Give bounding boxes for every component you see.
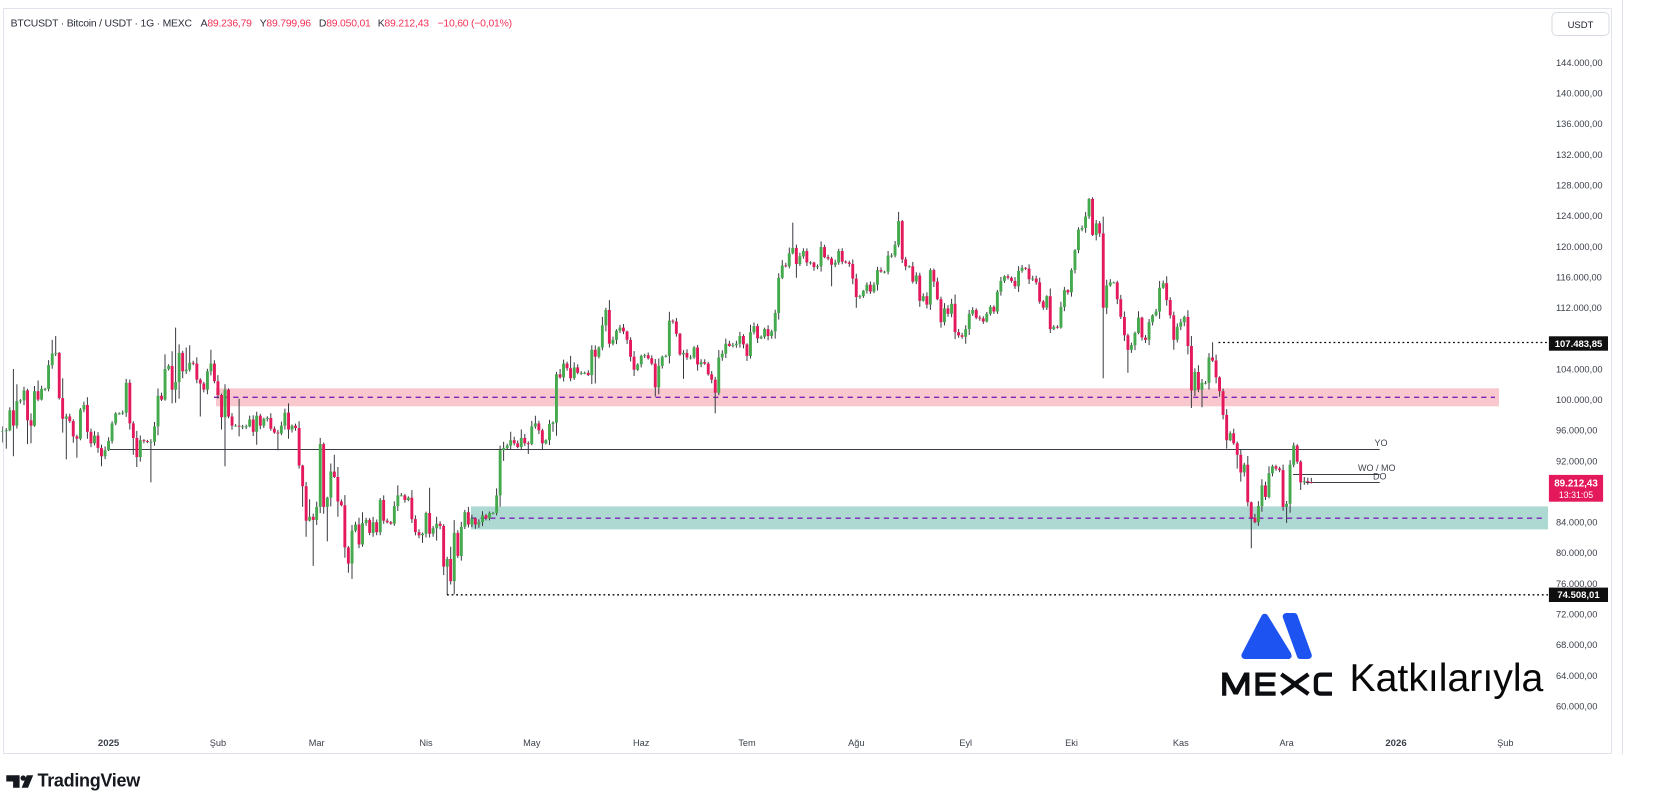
svg-text:96.000,00: 96.000,00 [1556, 426, 1597, 436]
svg-text:128.000,00: 128.000,00 [1556, 181, 1603, 191]
svg-text:2026: 2026 [1385, 738, 1406, 749]
svg-text:Eyl: Eyl [959, 738, 972, 748]
svg-text:72.000,00: 72.000,00 [1556, 610, 1597, 620]
svg-text:Ağu: Ağu [848, 738, 864, 748]
svg-text:Haz: Haz [633, 738, 650, 748]
svg-text:68.000,00: 68.000,00 [1556, 640, 1597, 650]
svg-text:124.000,00: 124.000,00 [1556, 211, 1603, 221]
svg-text:YO: YO [1375, 438, 1388, 448]
svg-text:2025: 2025 [98, 738, 120, 749]
svg-text:Kas: Kas [1173, 738, 1189, 748]
svg-text:84.000,00: 84.000,00 [1556, 518, 1597, 528]
svg-text:Nis: Nis [419, 738, 433, 748]
svg-text:−10,60 (−0,01%): −10,60 (−0,01%) [438, 18, 512, 29]
svg-text:Şub: Şub [210, 738, 226, 748]
svg-text:112.000,00: 112.000,00 [1556, 303, 1602, 313]
svg-text:64.000,00: 64.000,00 [1556, 671, 1597, 681]
svg-text:Tem: Tem [738, 738, 756, 748]
svg-text:USDT: USDT [1568, 20, 1594, 31]
svg-text:60.000,00: 60.000,00 [1556, 702, 1597, 712]
svg-text:132.000,00: 132.000,00 [1556, 150, 1603, 160]
svg-text:Y89.799,96: Y89.799,96 [260, 18, 312, 29]
svg-text:144.000,00: 144.000,00 [1556, 58, 1603, 68]
svg-text:D89.050,01: D89.050,01 [319, 18, 371, 29]
svg-text:WO / MO: WO / MO [1358, 463, 1396, 473]
svg-text:K89.212,43: K89.212,43 [378, 18, 430, 29]
svg-text:120.000,00: 120.000,00 [1556, 242, 1603, 252]
svg-text:Ara: Ara [1279, 738, 1294, 748]
svg-text:Eki: Eki [1065, 738, 1078, 748]
svg-text:DO: DO [1373, 472, 1387, 482]
svg-text:89.212,43: 89.212,43 [1554, 478, 1598, 489]
svg-text:Şub: Şub [1497, 738, 1513, 748]
svg-text:Katkılarıyla: Katkılarıyla [1350, 657, 1544, 700]
svg-text:13:31:05: 13:31:05 [1559, 490, 1593, 500]
svg-text:136.000,00: 136.000,00 [1556, 119, 1603, 129]
svg-text:100.000,00: 100.000,00 [1556, 395, 1603, 405]
svg-text:104.000,00: 104.000,00 [1556, 364, 1603, 374]
svg-text:107.483,85: 107.483,85 [1555, 339, 1603, 350]
svg-text:140.000,00: 140.000,00 [1556, 89, 1603, 99]
svg-text:TradingView: TradingView [38, 771, 142, 791]
svg-text:116.000,00: 116.000,00 [1556, 272, 1602, 282]
svg-text:Mar: Mar [309, 738, 325, 748]
svg-text:76.000,00: 76.000,00 [1556, 579, 1597, 589]
svg-text:74.508,01: 74.508,01 [1557, 590, 1600, 601]
svg-text:BTCUSDT · Bitcoin / USDT · 1G: BTCUSDT · Bitcoin / USDT · 1G · MEXC [11, 19, 193, 30]
svg-text:May: May [523, 738, 541, 748]
svg-text:92.000,00: 92.000,00 [1556, 456, 1597, 466]
svg-text:80.000,00: 80.000,00 [1556, 548, 1597, 558]
svg-text:A89.236,79: A89.236,79 [201, 18, 253, 29]
